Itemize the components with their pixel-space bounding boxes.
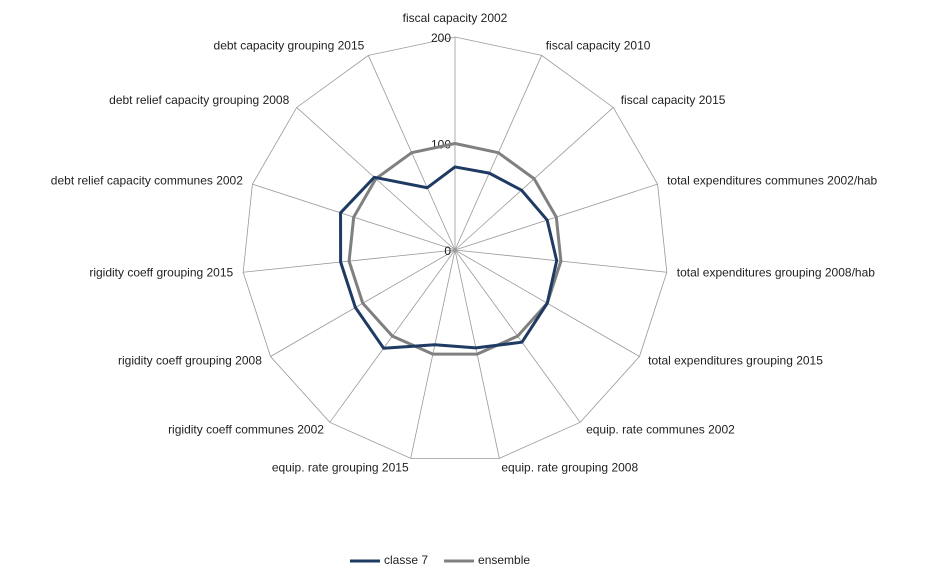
axis-label: total expenditures communes 2002/hab [667,173,877,187]
axis-label: fiscal capacity 2010 [546,38,651,52]
axis-label: rigidity coeff grouping 2008 [118,354,262,368]
axis-label: fiscal capacity 2015 [621,93,726,107]
series-line [339,165,559,350]
axis-label: equip. rate grouping 2015 [272,460,409,474]
axis-label: debt relief capacity communes 2002 [51,173,243,187]
axis-label: rigidity coeff grouping 2015 [89,265,233,279]
axis-label: total expenditures grouping 2008/hab [677,265,875,279]
axis-label: equip. rate grouping 2008 [501,460,638,474]
r-tick-label: 200 [431,31,451,45]
axis-label: rigidity coeff communes 2002 [168,423,324,437]
legend-label: classe 7 [384,553,428,567]
series-line [347,142,563,356]
axis-label: fiscal capacity 2002 [403,11,508,25]
r-tick-label: 0 [444,244,451,258]
legend-label: ensemble [478,553,530,567]
axis-label: debt relief capacity grouping 2008 [109,93,289,107]
axis-label: total expenditures grouping 2015 [648,354,823,368]
axis-label: debt capacity grouping 2015 [214,38,365,52]
axis-label: equip. rate communes 2002 [586,423,735,437]
grid-ring [242,36,668,459]
